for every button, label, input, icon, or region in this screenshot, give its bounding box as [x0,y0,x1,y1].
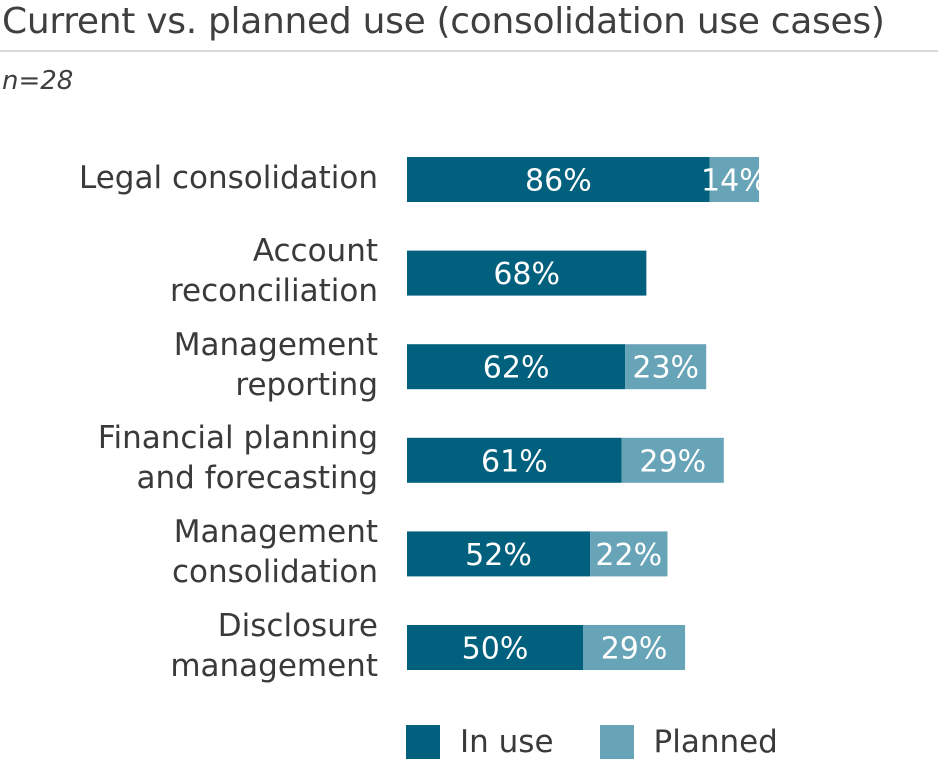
bar-in-use [407,437,622,483]
category-label-line: Management [173,326,378,363]
category-label: Financial planning and forecasting [98,418,378,498]
bar-planned [625,344,707,390]
bar-planned [621,437,724,483]
data-label: 86% [525,164,592,199]
legend: In use Planned [406,720,824,764]
chart-title: Current vs. planned use (consolidation u… [2,1,885,42]
bar-in-use [407,531,591,577]
category-label-line: and forecasting [136,460,378,497]
bar-planned [709,157,759,202]
data-label: 29% [601,632,668,667]
title-divider [0,50,938,52]
legend-swatch-in-use [406,725,440,759]
category-label-line: Disclosure [217,607,378,644]
data-label: 61% [481,444,548,479]
bar-in-use [407,344,626,390]
legend-item-planned: Planned [599,724,778,760]
sample-size-note: n=28 [2,66,74,96]
category-label-line: reporting [235,366,378,403]
legend-swatch-planned [599,725,634,759]
data-label: 14% [701,164,768,199]
bar-in-use [407,625,583,670]
category-label: Legal consolidation [79,158,378,198]
legend-item-in-use: In use [406,724,554,760]
bar-in-use [407,157,710,202]
category-label: Account reconciliation [170,231,378,311]
data-label: 50% [462,632,529,667]
category-label-line: Financial planning [97,420,378,457]
category-label-line: consolidation [171,553,378,590]
data-label: 52% [465,538,532,573]
data-label: 22% [595,538,662,573]
category-label: Disclosure management [170,606,378,686]
bar-planned [590,531,668,577]
category-label-line: Account [252,233,378,270]
bar-in-use [407,250,647,296]
data-label: 23% [632,351,699,386]
bar-planned [583,625,686,670]
category-label-line: management [170,647,378,684]
data-label: 29% [639,444,706,479]
category-label: Management reporting [174,325,378,405]
category-label: Management consolidation [172,512,378,592]
legend-label-in-use: In use [460,724,554,760]
category-label-line: reconciliation [169,273,378,310]
data-label: 62% [483,351,550,386]
category-label-line: Legal consolidation [79,159,378,196]
legend-label-planned: Planned [653,724,778,760]
category-label-line: Management [173,513,378,550]
data-label: 68% [493,257,560,292]
